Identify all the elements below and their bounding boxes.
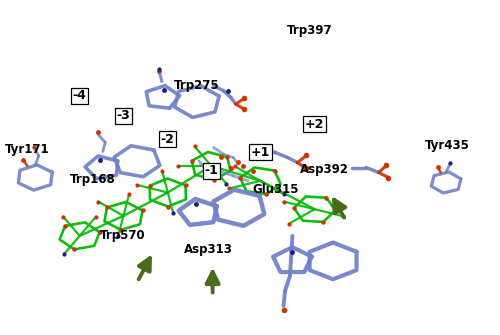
Text: Asp392: Asp392 [300, 163, 349, 176]
Text: Trp168: Trp168 [70, 173, 116, 186]
Text: Tyr435: Tyr435 [425, 139, 470, 152]
Text: Trp275: Trp275 [174, 79, 219, 92]
Text: Trp570: Trp570 [100, 229, 146, 243]
Text: Trp397: Trp397 [287, 24, 333, 37]
Text: -1: -1 [204, 164, 218, 177]
Text: -2: -2 [161, 133, 174, 146]
Text: Asp313: Asp313 [184, 243, 233, 256]
Text: +1: +1 [250, 146, 270, 159]
Text: -3: -3 [116, 109, 130, 122]
Text: -4: -4 [72, 89, 86, 102]
Text: Tyr171: Tyr171 [5, 143, 50, 156]
Text: Glu315: Glu315 [252, 183, 298, 196]
Text: +2: +2 [305, 118, 324, 131]
